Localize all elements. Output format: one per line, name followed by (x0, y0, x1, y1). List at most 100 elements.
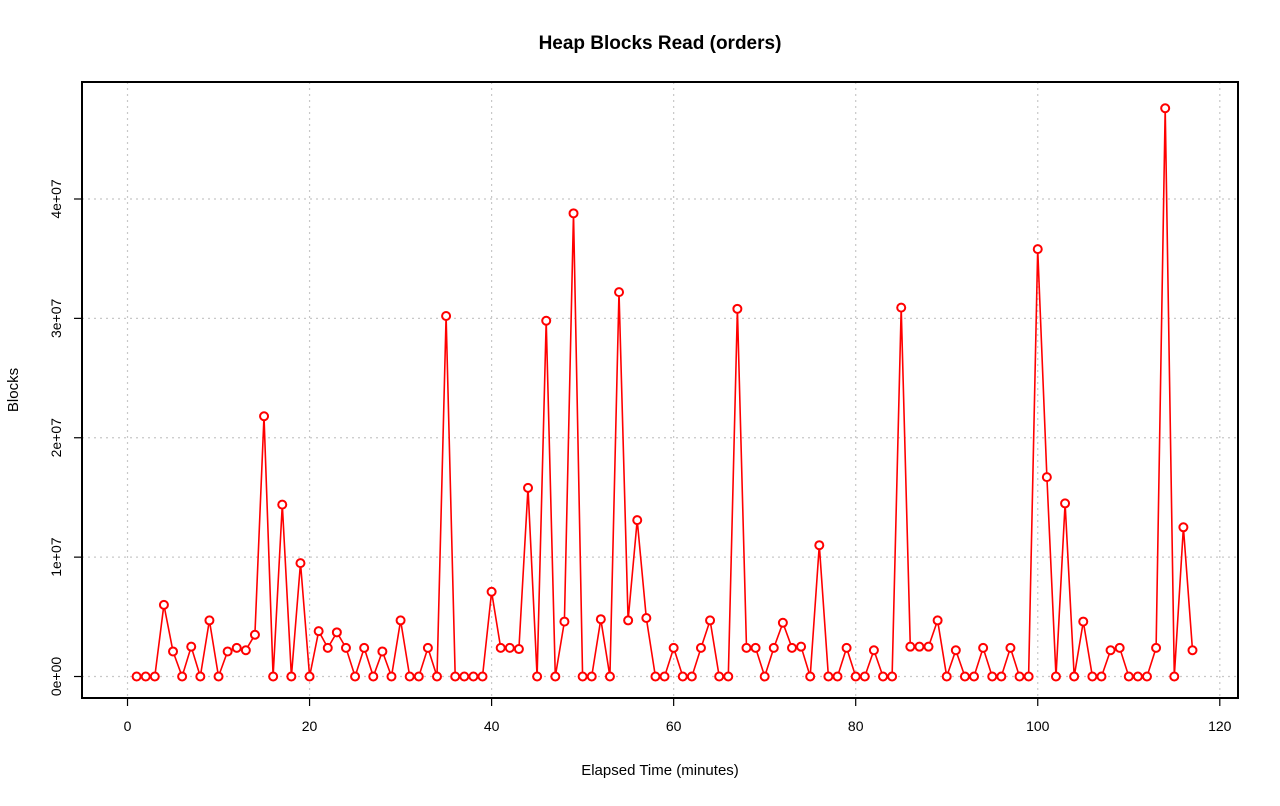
data-point (604, 671, 615, 682)
data-point (1187, 645, 1198, 656)
data-point (1041, 472, 1052, 483)
data-point (796, 641, 807, 652)
data-point (868, 645, 879, 656)
data-point (595, 614, 606, 625)
data-point (1178, 522, 1189, 533)
data-point (277, 499, 288, 510)
data-point (222, 646, 233, 657)
data-point (914, 641, 925, 652)
data-point (523, 482, 534, 493)
data-point (313, 626, 324, 637)
data-point (295, 558, 306, 569)
data-point (723, 671, 734, 682)
x-tick-label: 40 (484, 718, 500, 734)
data-point (987, 671, 998, 682)
data-point (878, 671, 889, 682)
data-point (623, 615, 634, 626)
data-point (249, 629, 260, 640)
data-point (504, 642, 515, 653)
data-point (177, 671, 188, 682)
data-point (741, 642, 752, 653)
data-point (1050, 671, 1061, 682)
data-point (969, 671, 980, 682)
data-point (413, 671, 424, 682)
data-point (213, 671, 224, 682)
data-point (668, 642, 679, 653)
data-point (359, 642, 370, 653)
data-point (541, 315, 552, 326)
data-point (495, 642, 506, 653)
data-point (231, 642, 242, 653)
data-point (814, 540, 825, 551)
y-tick-label: 1e+07 (48, 537, 64, 577)
data-point (650, 671, 661, 682)
data-point (896, 302, 907, 313)
data-point (441, 310, 452, 321)
data-point (1169, 671, 1180, 682)
data-point (923, 641, 934, 652)
data-point (732, 303, 743, 314)
data-point (1123, 671, 1134, 682)
data-point (186, 641, 197, 652)
y-tick-label: 3e+07 (48, 299, 64, 339)
data-point (850, 671, 861, 682)
data-point (805, 671, 816, 682)
x-tick-label: 0 (124, 718, 132, 734)
data-point (140, 671, 151, 682)
data-point (641, 613, 652, 624)
data-point (477, 671, 488, 682)
data-point (204, 615, 215, 626)
data-point (331, 627, 342, 638)
data-point (632, 515, 643, 526)
data-point (996, 671, 1007, 682)
data-point (268, 671, 279, 682)
data-point (1151, 642, 1162, 653)
x-tick-label: 120 (1208, 718, 1232, 734)
data-point (1141, 671, 1152, 682)
y-tick-label: 4e+07 (48, 179, 64, 219)
data-point (577, 671, 588, 682)
data-point (568, 208, 579, 219)
data-point (768, 642, 779, 653)
data-point (422, 642, 433, 653)
data-point (240, 645, 251, 656)
data-point (1060, 498, 1071, 509)
data-point (486, 586, 497, 597)
data-point (1132, 671, 1143, 682)
data-point (1078, 616, 1089, 627)
data-point (286, 671, 297, 682)
data-point (395, 615, 406, 626)
data-point (468, 671, 479, 682)
data-point (513, 644, 524, 655)
data-point (905, 641, 916, 652)
data-point (841, 642, 852, 653)
data-point (1114, 642, 1125, 653)
data-point (750, 642, 761, 653)
data-point (1087, 671, 1098, 682)
y-tick-label: 2e+07 (48, 418, 64, 458)
data-point (195, 671, 206, 682)
data-point (450, 671, 461, 682)
x-tick-label: 20 (302, 718, 318, 734)
x-axis-label: Elapsed Time (minutes) (581, 762, 739, 779)
data-point (168, 646, 179, 657)
data-point (304, 671, 315, 682)
data-point (350, 671, 361, 682)
data-point (149, 671, 160, 682)
data-point (340, 642, 351, 653)
data-point (786, 642, 797, 653)
plot-frame (81, 81, 1239, 699)
data-point (550, 671, 561, 682)
y-axis-label: Blocks (5, 368, 22, 412)
x-axis: 0 20 40 60 80 100 120 (124, 698, 1232, 734)
data-point (941, 671, 952, 682)
data-point (1096, 671, 1107, 682)
data-point (459, 671, 470, 682)
data-point (677, 671, 688, 682)
data-point (932, 615, 943, 626)
y-tick-label: 0e+00 (48, 657, 64, 697)
data-point (686, 671, 697, 682)
data-point (832, 671, 843, 682)
data-point (322, 642, 333, 653)
